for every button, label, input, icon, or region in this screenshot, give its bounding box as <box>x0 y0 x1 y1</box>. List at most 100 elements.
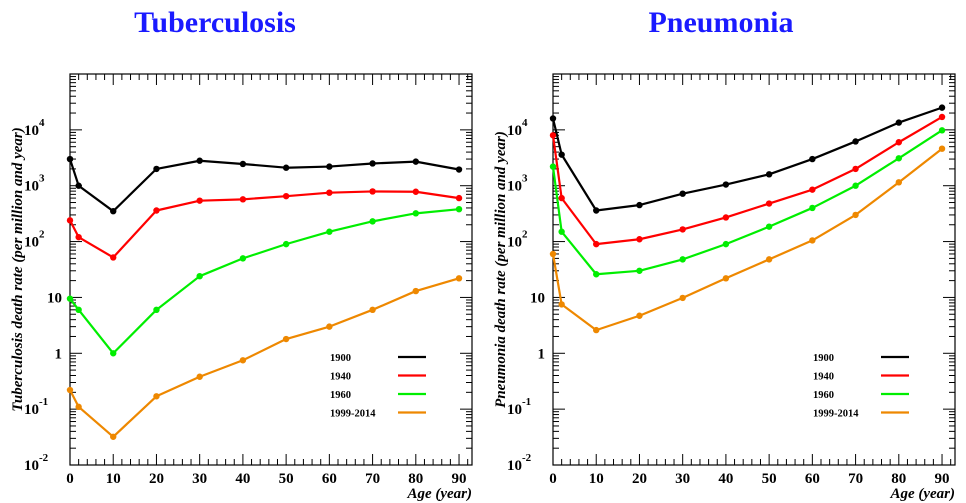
y-tick-exponent: -1 <box>522 396 531 408</box>
data-point <box>369 188 376 195</box>
y-axis-title: Pneumonia death rate (per million and ye… <box>493 131 509 408</box>
data-point <box>66 155 74 163</box>
data-point <box>895 139 903 146</box>
legend-label: 1900 <box>330 353 351 364</box>
data-point <box>153 207 160 214</box>
y-tick-exponent: 3 <box>39 173 45 185</box>
data-point <box>412 188 420 195</box>
data-point <box>239 196 247 203</box>
x-tick-label: 80 <box>891 471 906 487</box>
data-point <box>282 240 290 248</box>
x-tick-label: 40 <box>235 471 250 487</box>
data-point <box>75 182 82 189</box>
data-point <box>636 267 643 274</box>
data-point <box>593 326 600 334</box>
y-tick-base: 10 <box>530 290 545 306</box>
chart-title: Pneumonia <box>648 6 794 39</box>
y-axis-title: Tuberculosis death rate (per million and… <box>10 127 26 411</box>
data-point <box>679 256 686 263</box>
data-point <box>558 194 565 202</box>
data-point <box>66 295 74 302</box>
y-tick-label: 10 <box>530 290 545 306</box>
x-tick-label: 50 <box>762 471 777 487</box>
legend-label: 1999-2014 <box>813 409 859 420</box>
data-point <box>852 138 859 145</box>
series-line <box>69 208 460 355</box>
y-tick-base: 1 <box>55 346 63 362</box>
y-tick-label: 1 <box>538 346 546 362</box>
x-tick-label: 60 <box>322 471 337 487</box>
y-tick-base: 10 <box>507 458 522 474</box>
data-point <box>765 171 773 178</box>
data-point <box>852 211 859 219</box>
data-point <box>110 254 117 261</box>
y-tick-exponent: 2 <box>39 229 45 241</box>
y-tick-base: 1 <box>538 346 546 362</box>
legend-label: 1960 <box>330 390 351 401</box>
series-1900 <box>549 104 946 214</box>
data-point <box>66 217 74 224</box>
data-point <box>110 350 117 357</box>
x-tick-label: 70 <box>848 471 863 487</box>
y-tick-exponent: 3 <box>522 173 528 185</box>
data-point <box>852 165 859 173</box>
data-point <box>593 207 600 214</box>
data-point <box>282 192 290 200</box>
legend-label: 1960 <box>813 390 834 401</box>
data-point <box>722 181 730 188</box>
y-tick-label: 10 <box>47 290 62 306</box>
series-1999-2014 <box>549 145 946 334</box>
data-point <box>895 119 903 126</box>
legend-label: 1999-2014 <box>330 409 376 420</box>
x-tick-label: 70 <box>365 471 380 487</box>
data-point <box>636 312 643 319</box>
data-point <box>549 132 557 139</box>
y-tick-base: 10 <box>24 179 39 195</box>
y-tick-exponent: -2 <box>39 452 49 464</box>
data-point <box>852 182 859 189</box>
data-point <box>75 233 82 241</box>
data-point <box>239 357 247 364</box>
series-line <box>551 147 943 332</box>
y-tick-label: 10-1 <box>24 396 48 418</box>
data-point <box>412 158 420 165</box>
data-point <box>558 301 565 308</box>
data-point <box>593 271 600 278</box>
data-point <box>636 236 643 243</box>
y-tick-base: 10 <box>24 123 39 139</box>
series-line <box>68 158 460 213</box>
data-point <box>75 306 82 314</box>
data-point <box>153 306 160 314</box>
y-tick-base: 10 <box>24 402 39 418</box>
x-tick-label: 50 <box>279 471 294 487</box>
data-point <box>765 256 773 263</box>
y-tick-label: 1 <box>55 346 63 362</box>
data-point <box>282 335 290 343</box>
y-tick-exponent: 4 <box>522 117 528 129</box>
y-tick-base: 10 <box>507 402 522 418</box>
y-tick-base: 10 <box>47 290 62 306</box>
data-point <box>196 373 203 380</box>
data-point <box>679 190 686 197</box>
y-tick-exponent: 2 <box>522 229 528 241</box>
x-axis-title: Age (year) <box>406 486 472 502</box>
x-tick-label: 0 <box>549 471 557 487</box>
data-point <box>455 205 463 213</box>
series-1940 <box>549 113 946 248</box>
data-point <box>369 306 376 314</box>
x-tick-label: 60 <box>805 471 820 487</box>
y-tick-base: 10 <box>507 235 522 251</box>
data-point <box>75 403 82 411</box>
data-point <box>938 127 946 134</box>
data-point <box>196 157 203 164</box>
y-tick-exponent: -1 <box>39 396 48 408</box>
data-point <box>326 189 333 196</box>
data-point <box>938 145 946 152</box>
series-1940 <box>66 188 463 261</box>
x-tick-label: 80 <box>408 471 423 487</box>
data-point <box>809 155 816 163</box>
data-point <box>895 155 903 162</box>
y-tick-exponent: 4 <box>39 117 45 129</box>
data-point <box>809 237 816 244</box>
data-point <box>196 272 203 280</box>
